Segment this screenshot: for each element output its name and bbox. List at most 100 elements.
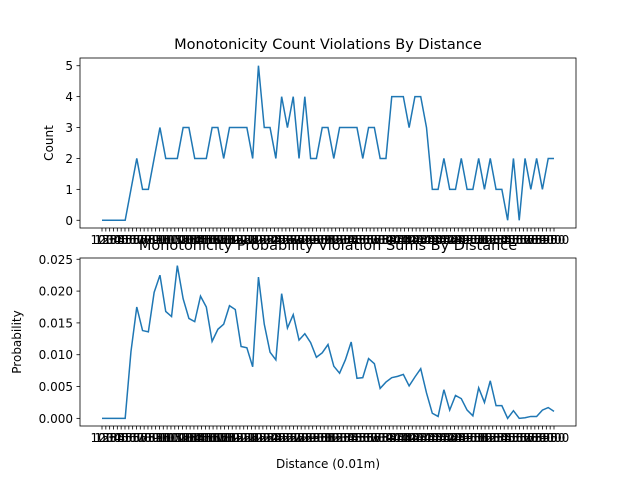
count-x-tick-label: 5650 (512, 233, 543, 247)
probability-x-tick-label: 550 (125, 431, 148, 445)
probability-x-tick-label: 2150 (244, 431, 275, 445)
probability-x-tick-label: 4400 (416, 431, 447, 445)
count-x-tick-label: 1850 (221, 233, 252, 247)
count-x-tick-label: 5500 (500, 233, 531, 247)
probability-x-tick-label: 1400 (186, 431, 217, 445)
x-axis-label: Distance (0.01m) (276, 457, 380, 471)
probability-x-tick-label: 3350 (336, 431, 367, 445)
probability-x-tick-label: 3850 (374, 431, 405, 445)
count-x-tick-label: 1200 (171, 233, 202, 247)
count-x-tick-label: 2250 (251, 233, 282, 247)
probability-x-tick-label: 650 (133, 431, 156, 445)
count-x-tick-label: 2150 (244, 233, 275, 247)
count-x-tick-label: 3700 (363, 233, 394, 247)
probability-x-tick-label: 4450 (420, 431, 451, 445)
probability-x-tick-label: 5100 (470, 431, 501, 445)
probability-x-tick-label: 800 (144, 431, 167, 445)
probability-x-tick-label: 300 (106, 431, 129, 445)
count-x-tick-label: 2800 (294, 233, 325, 247)
count-x-tick-label: 4350 (412, 233, 443, 247)
count-x-tick-label: 250 (102, 233, 125, 247)
probability-x-tick-label: 1200 (171, 431, 202, 445)
count-x-tick-label: 1400 (186, 233, 217, 247)
count-x-tick-label: 1050 (160, 233, 191, 247)
count-x-tick-label: 850 (148, 233, 171, 247)
count-x-tick-label: 5400 (493, 233, 524, 247)
count-x-tick-label: 5100 (470, 233, 501, 247)
probability-x-tick-label: 4500 (424, 431, 455, 445)
probability-x-tick-label: 5050 (466, 431, 497, 445)
count-x-tick-label: 2000 (232, 233, 263, 247)
probability-x-tick-label: 4300 (408, 431, 439, 445)
count-x-tick-label: 4500 (424, 233, 455, 247)
probability-x-tick-label: 3750 (366, 431, 397, 445)
count-x-tick-label: 3550 (351, 233, 382, 247)
count-x-tick-label: 5600 (508, 233, 539, 247)
count-x-tick-label: 5250 (481, 233, 512, 247)
count-x-tick-label: 4950 (458, 233, 489, 247)
count-x-tick-label: 1500 (194, 233, 225, 247)
probability-x-tick-label: 1700 (209, 431, 240, 445)
count-x-tick-label: 1450 (190, 233, 221, 247)
count-x-tick-label: 400 (114, 233, 137, 247)
count-y-tick-label: 3 (65, 121, 73, 135)
count-x-tick-label: 900 (152, 233, 175, 247)
count-x-tick-label: 3100 (317, 233, 348, 247)
probability-x-tick-label: 4650 (435, 431, 466, 445)
probability-x-tick-label: 2500 (271, 431, 302, 445)
probability-x-tick-label: 3000 (309, 431, 340, 445)
probability-y-tick-label: 0.020 (39, 285, 73, 299)
count-x-tick-label: 3600 (355, 233, 386, 247)
probability-x-tick-label: 5200 (477, 431, 508, 445)
count-x-tick-label: 4400 (416, 233, 447, 247)
probability-x-tick-label: 5550 (504, 431, 535, 445)
count-x-tick-label: 4600 (431, 233, 462, 247)
count-chart-title: Monotonicity Count Violations By Distanc… (174, 37, 482, 53)
probability-x-tick-label: 4600 (431, 431, 462, 445)
probability-x-tick-label: 3900 (378, 431, 409, 445)
probability-x-tick-label: 4700 (439, 431, 470, 445)
probability-y-tick-label: 0.005 (39, 380, 73, 394)
count-x-tick-label: 5150 (474, 233, 505, 247)
count-x-tick-label: 1950 (228, 233, 259, 247)
probability-x-tick-label: 3400 (340, 431, 371, 445)
probability-x-tick-label: 150 (94, 431, 117, 445)
probability-x-tick-label: 600 (129, 431, 152, 445)
probability-x-tick-label: 250 (102, 431, 125, 445)
probability-x-tick-label: 2900 (301, 431, 332, 445)
count-x-tick-label: 3150 (320, 233, 351, 247)
count-x-tick-label: 4250 (405, 233, 436, 247)
probability-x-tick-label: 5650 (512, 431, 543, 445)
count-x-tick-label: 3950 (382, 233, 413, 247)
probability-x-tick-label: 1250 (175, 431, 206, 445)
probability-x-tick-label: 3650 (359, 431, 390, 445)
probability-x-tick-label: 3700 (363, 431, 394, 445)
probability-y-tick-label: 0.025 (39, 253, 73, 267)
count-x-tick-label: 3650 (359, 233, 390, 247)
count-x-tick-label: 200 (98, 233, 121, 247)
probability-x-tick-label: 500 (121, 431, 144, 445)
count-x-tick-label: 3800 (370, 233, 401, 247)
probability-subplot: 1001502002503003504004505005506006507007… (10, 238, 577, 445)
count-x-tick-label: 3200 (324, 233, 355, 247)
count-x-tick-label: 550 (125, 233, 148, 247)
count-x-tick-label: 1800 (217, 233, 248, 247)
count-x-tick-label: 4200 (401, 233, 432, 247)
count-y-ticks: 0 1 2 3 4 5 (65, 59, 80, 228)
probability-x-tick-label: 5150 (474, 431, 505, 445)
probability-x-tick-label: 3150 (320, 431, 351, 445)
probability-x-tick-label: 1600 (202, 431, 233, 445)
probability-y-ticks: 0.000 0.005 0.010 0.015 0.020 0.025 (39, 253, 80, 426)
probability-x-tick-label: 2200 (248, 431, 279, 445)
probability-x-tick-label: 1950 (228, 431, 259, 445)
count-x-tick-label: 1700 (209, 233, 240, 247)
probability-x-tick-label: 3550 (351, 431, 382, 445)
probability-x-tick-label: 3500 (347, 431, 378, 445)
count-x-tick-label: 3900 (378, 233, 409, 247)
count-x-tick-label: 1600 (202, 233, 233, 247)
probability-x-tick-label: 5900 (531, 431, 562, 445)
count-x-tick-label: 3400 (340, 233, 371, 247)
count-x-tick-label: 5750 (520, 233, 551, 247)
count-x-tick-label: 4050 (389, 233, 420, 247)
